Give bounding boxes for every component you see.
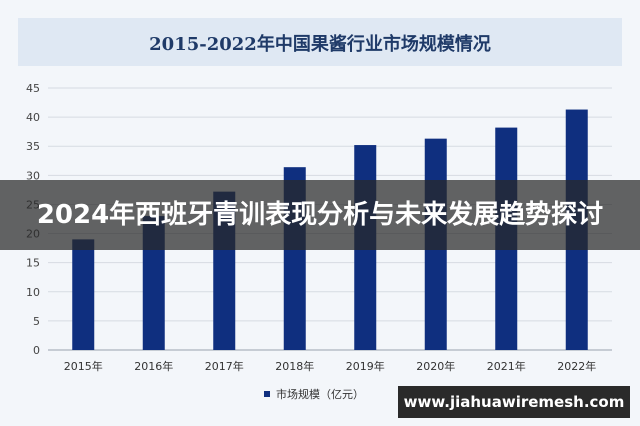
y-tick-label: 15 <box>26 257 40 270</box>
bar <box>72 239 95 350</box>
y-tick-label: 40 <box>26 111 40 124</box>
x-tick-label: 2017年 <box>205 359 244 373</box>
x-tick-label: 2018年 <box>275 359 314 373</box>
x-tick-label: 2015年 <box>64 359 103 373</box>
x-tick-label: 2021年 <box>487 359 526 373</box>
x-tick-label: 2022年 <box>557 359 596 373</box>
y-tick-label: 45 <box>26 82 40 95</box>
y-tick-label: 5 <box>33 315 40 328</box>
x-tick-label: 2016年 <box>134 359 173 373</box>
site-url-badge[interactable]: www.jiahuawiremesh.com <box>398 386 630 418</box>
x-tick-label: 2020年 <box>416 359 455 373</box>
chart-title: 2015-2022年中国果酱行业市场规模情况 <box>149 34 491 55</box>
y-tick-label: 10 <box>26 286 40 299</box>
legend-label: 市场规模（亿元） <box>276 388 364 401</box>
legend-swatch <box>264 391 270 397</box>
x-tick-label: 2019年 <box>346 359 385 373</box>
title-band <box>18 18 622 66</box>
y-tick-label: 35 <box>26 140 40 153</box>
headline-banner: 2024年西班牙青训表现分析与未来发展趋势探讨 <box>0 180 640 250</box>
y-tick-label: 0 <box>33 344 40 357</box>
legend: 市场规模（亿元） <box>264 386 364 402</box>
y-tick-label: 30 <box>26 169 40 182</box>
headline-text: 2024年西班牙青训表现分析与未来发展趋势探讨 <box>36 200 604 230</box>
